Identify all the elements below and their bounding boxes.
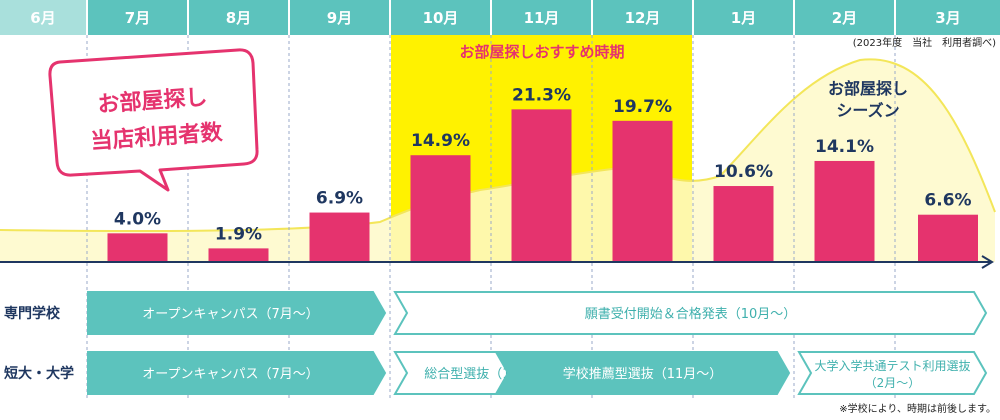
schedule-arrow xyxy=(797,351,988,395)
bar-3月 xyxy=(918,214,978,262)
bar-9月 xyxy=(309,212,370,262)
bar-10月 xyxy=(410,155,471,262)
season-label-line-1: お部屋探し xyxy=(828,79,908,98)
month-tab-label: 1月 xyxy=(731,9,756,27)
month-header: 6月 7月 8月 9月 10月 11月 12月 1月 2月 3月 xyxy=(0,0,1000,35)
month-tab-9 xyxy=(795,0,894,35)
month-tab-label: 8月 xyxy=(226,9,251,27)
month-tab-1 xyxy=(0,0,86,35)
callout-bubble: お部屋探し 当店利用者数 xyxy=(48,48,259,192)
bar-value-label: 10.6% xyxy=(714,162,773,182)
schedule-arrow xyxy=(393,291,988,335)
callout-bubble-shape xyxy=(48,48,259,192)
source-note: (2023年度 当社 利用者調べ) xyxy=(853,36,996,49)
month-tab-label: 10月 xyxy=(423,9,459,27)
month-tab-5 xyxy=(391,0,490,35)
month-tab-8 xyxy=(694,0,793,35)
bar-11月 xyxy=(511,109,572,262)
bar-value-label: 6.9% xyxy=(316,189,363,209)
month-tab-3 xyxy=(189,0,288,35)
month-tab-2 xyxy=(88,0,187,35)
recommended-period-label: お部屋探しおすすめ時期 xyxy=(459,43,624,61)
bar-value-label: 21.3% xyxy=(512,85,571,105)
month-tab-label: 3月 xyxy=(935,9,960,27)
month-tab-label: 2月 xyxy=(832,9,857,27)
schedule-arrow-label: 願書受付開始＆合格発表（10月～） xyxy=(585,306,797,322)
bar-value-label: 4.0% xyxy=(114,209,161,229)
schedule-arrow-label: 学校推薦型選抜（11月～） xyxy=(563,366,723,382)
month-tab-6 xyxy=(492,0,591,35)
x-axis-arrowhead xyxy=(981,255,994,269)
school-schedule: 専門学校 オープンキャンパス（7月～） 願書受付開始＆合格発表（10月～）短大・大学… xyxy=(4,291,988,395)
bar-2月 xyxy=(814,160,875,262)
bar-value-label: 1.9% xyxy=(215,224,262,244)
schedule-arrow-label: 大学入学共通テスト利用選抜 xyxy=(814,358,970,373)
bar-value-label: 6.6% xyxy=(924,191,971,211)
month-tab-4 xyxy=(290,0,389,35)
month-tab-label: 7月 xyxy=(125,9,150,27)
schedule-row-label: 短大・大学 xyxy=(4,365,74,382)
x-axis xyxy=(0,255,994,269)
month-tab-10 xyxy=(896,0,1000,35)
month-tab-label: 9月 xyxy=(327,9,352,27)
month-divider-lines xyxy=(86,35,896,400)
bar-value-label: 19.7% xyxy=(613,97,672,117)
season-label-line-2: シーズン xyxy=(836,101,899,120)
bar-value-label: 14.1% xyxy=(815,137,874,157)
month-tab-label: 11月 xyxy=(524,9,560,27)
bar-value-label: 14.9% xyxy=(411,131,470,151)
annotations: お部屋探し 当店利用者数 お部屋探しおすすめ時期 お部屋探し シーズン (202… xyxy=(48,36,996,192)
bar-12月 xyxy=(612,120,673,262)
month-tab-7 xyxy=(593,0,692,35)
month-tab-label: 6月 xyxy=(30,9,55,27)
bar-series: 4.0% 1.9% 6.9% 14.9% 21.3% 19.7% 10.6% 14.1% 6.6… xyxy=(107,85,978,262)
month-tab-label: 12月 xyxy=(625,9,661,27)
schedule-arrow-label: オープンキャンパス（7月～） xyxy=(142,307,319,322)
schedule-arrow xyxy=(87,291,387,335)
schedule-arrow xyxy=(494,351,791,395)
bar-8月 xyxy=(208,248,269,262)
schedule-arrow-label: （2月～） xyxy=(865,376,921,390)
footnote: ※学校により、時期は前後します。 xyxy=(839,402,996,415)
schedule-row-label: 専門学校 xyxy=(4,305,61,322)
schedule-arrow-label: オープンキャンパス（7月～） xyxy=(142,367,319,382)
bar-1月 xyxy=(713,186,774,262)
schedule-arrow xyxy=(87,351,387,395)
bar-7月 xyxy=(107,233,168,262)
